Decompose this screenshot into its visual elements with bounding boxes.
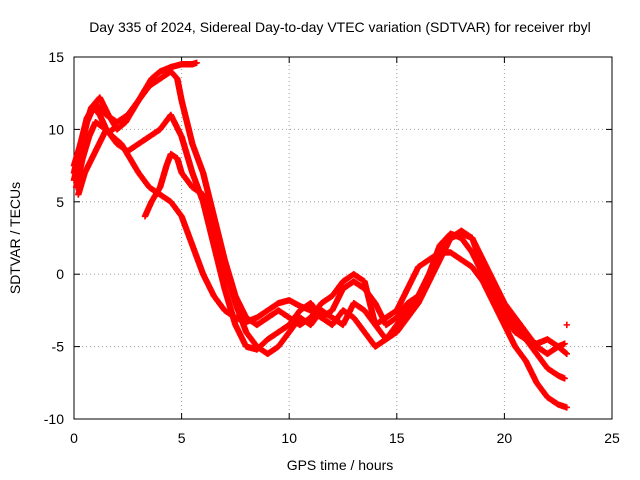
data-point-marker bbox=[562, 349, 570, 357]
x-tick-label: 0 bbox=[70, 430, 78, 446]
series-track-5 bbox=[75, 111, 571, 358]
x-axis-label: GPS time / hours bbox=[287, 457, 394, 473]
x-tick-label: 5 bbox=[178, 430, 186, 446]
data-point-marker bbox=[563, 404, 571, 411]
series-track-6 bbox=[72, 118, 121, 191]
x-tick-label: 10 bbox=[281, 430, 297, 446]
y-tick-label: 10 bbox=[48, 121, 64, 137]
x-tick-label: 15 bbox=[389, 430, 405, 446]
data-point-marker bbox=[193, 59, 200, 66]
data-point-marker bbox=[113, 123, 121, 130]
x-tick-label: 25 bbox=[604, 430, 620, 446]
grid bbox=[74, 57, 612, 419]
plot-frame bbox=[73, 56, 613, 420]
y-tick-label: 0 bbox=[56, 266, 64, 282]
series-track-3 bbox=[70, 59, 200, 169]
data-point-marker bbox=[561, 340, 568, 347]
x-axis-tick-labels: 0 5 10 15 20 25 bbox=[70, 430, 620, 446]
y-tick-label: 15 bbox=[48, 49, 64, 65]
series-track-2 bbox=[70, 68, 568, 382]
data-point-marker bbox=[563, 350, 571, 358]
x-tick-label: 20 bbox=[497, 430, 513, 446]
y-tick-label: -10 bbox=[44, 411, 64, 427]
y-axis-tick-labels: -10 -5 0 5 10 15 bbox=[44, 49, 64, 427]
data-point-marker bbox=[561, 375, 568, 382]
axis-ticks bbox=[73, 56, 613, 420]
chart-title: Day 335 of 2024, Sidereal Day-to-day VTE… bbox=[89, 19, 591, 35]
data-point-marker bbox=[563, 321, 571, 329]
y-tick-label: -5 bbox=[52, 339, 65, 355]
data-points bbox=[70, 59, 571, 411]
series-stray bbox=[563, 321, 571, 329]
y-axis-label: SDTVAR / TECUs bbox=[7, 182, 23, 294]
y-tick-label: 5 bbox=[56, 194, 64, 210]
